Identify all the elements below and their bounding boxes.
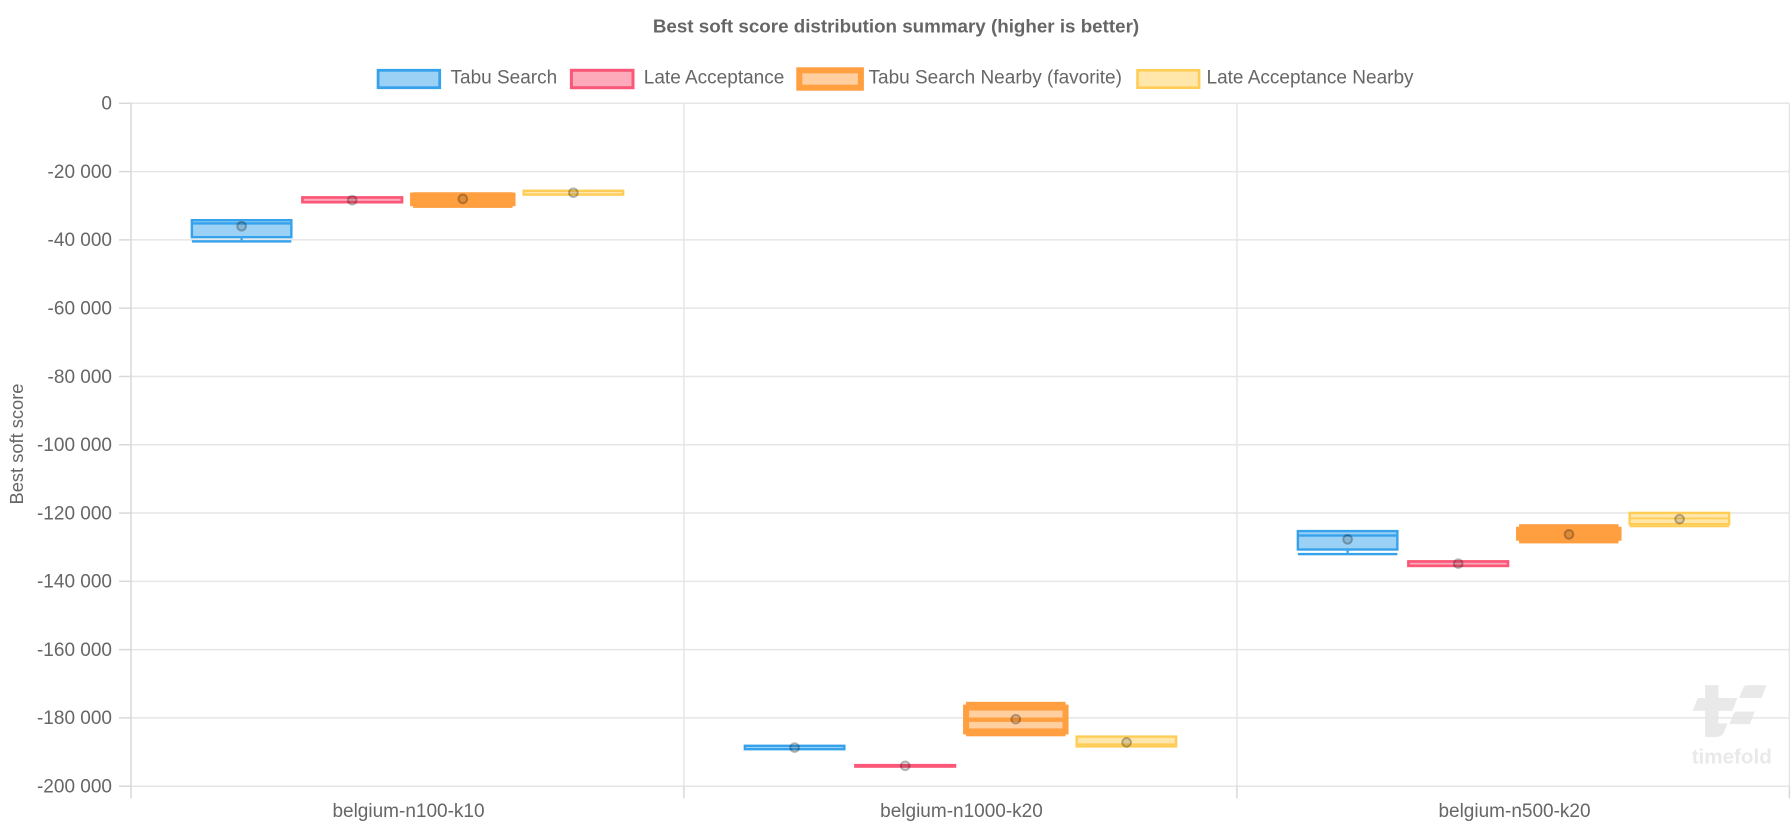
svg-text:-100 000: -100 000 xyxy=(37,435,112,456)
svg-text:-80 000: -80 000 xyxy=(48,367,112,388)
svg-text:0: 0 xyxy=(101,94,112,115)
svg-text:-60 000: -60 000 xyxy=(48,298,112,319)
svg-text:timefold: timefold xyxy=(1692,746,1772,769)
svg-text:Late Acceptance: Late Acceptance xyxy=(644,68,785,89)
svg-text:belgium-n100-k10: belgium-n100-k10 xyxy=(332,801,484,822)
svg-text:-160 000: -160 000 xyxy=(37,640,112,661)
svg-text:Tabu Search Nearby (favorite): Tabu Search Nearby (favorite) xyxy=(869,68,1122,89)
svg-text:-200 000: -200 000 xyxy=(37,777,112,798)
svg-text:-20 000: -20 000 xyxy=(48,162,112,183)
svg-text:belgium-n500-k20: belgium-n500-k20 xyxy=(1438,801,1590,822)
svg-text:belgium-n1000-k20: belgium-n1000-k20 xyxy=(880,801,1043,822)
svg-text:-120 000: -120 000 xyxy=(37,503,112,524)
svg-text:-180 000: -180 000 xyxy=(37,708,112,729)
svg-text:-140 000: -140 000 xyxy=(37,572,112,593)
svg-text:Tabu Search: Tabu Search xyxy=(451,68,558,89)
svg-text:Best soft score distribution s: Best soft score distribution summary (hi… xyxy=(653,16,1139,37)
svg-text:Late Acceptance Nearby: Late Acceptance Nearby xyxy=(1207,68,1415,89)
svg-text:-40 000: -40 000 xyxy=(48,230,112,251)
svg-text:Best soft score: Best soft score xyxy=(6,384,27,505)
